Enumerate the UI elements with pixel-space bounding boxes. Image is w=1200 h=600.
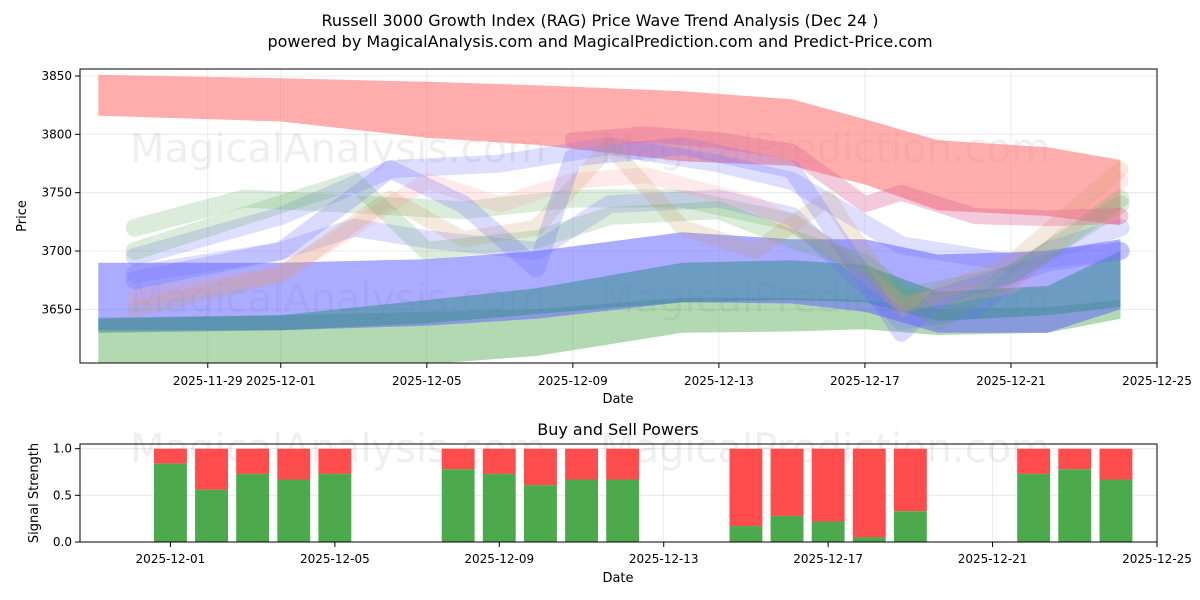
wave-line-1 <box>125 137 1130 272</box>
signal-bars <box>154 448 1133 542</box>
main-y-tick-label: 3800 <box>41 127 72 141</box>
main-x-tick-label: 2025-12-25 <box>1122 374 1192 388</box>
signal-x-tick-label: 2025-12-09 <box>464 552 534 566</box>
main-x-tick-label: 2025-12-17 <box>830 374 900 388</box>
main-x-tick-label: 2025-12-13 <box>684 374 754 388</box>
signal-x-tick-label: 2025-12-13 <box>629 552 699 566</box>
main-x-tick-label: 2025-12-09 <box>538 374 608 388</box>
buy-bar <box>565 479 598 542</box>
signal-x-tick-label: 2025-12-25 <box>1122 552 1192 566</box>
main-x-tick-label: 2025-11-29 <box>173 374 243 388</box>
signal-x-tick-label: 2025-12-05 <box>300 552 370 566</box>
buy-bar <box>1058 469 1092 542</box>
main-x-tick-label: 2025-12-05 <box>392 374 462 388</box>
main-plot-frame <box>79 68 1158 364</box>
signal-y-tick-label: 0.5 <box>53 488 72 502</box>
signal-plot-frame <box>79 443 1158 543</box>
signal-x-axis-label: Date <box>602 571 633 586</box>
sell-bar <box>811 448 845 522</box>
wave-line-5 <box>126 138 1129 318</box>
main-x-ticks: 2025-11-29 2025-12-01 2025-12-05 2025-12-09… <box>173 363 1192 388</box>
main-chart-subtitle: powered by MagicalAnalysis.com and Magic… <box>267 32 932 51</box>
signal-y-axis-label: Signal Strength <box>27 443 42 543</box>
sell-bar <box>195 448 228 490</box>
signal-y-tick-label: 1.0 <box>53 442 72 456</box>
buy-bar <box>606 479 640 542</box>
buy-bar <box>852 537 886 542</box>
signal-x-tick-label: 2025-12-21 <box>958 552 1028 566</box>
price-bands <box>98 74 1121 363</box>
sell-bar <box>729 448 763 527</box>
wave-line-2 <box>125 189 1130 307</box>
sell-bar <box>1058 448 1092 470</box>
signal-y-ticks: 0.0 0.5 1.0 <box>53 442 80 549</box>
sell-bar <box>441 448 475 470</box>
signal-x-tick-label: 2025-12-17 <box>793 552 863 566</box>
sell-bar <box>565 448 598 480</box>
sell-bar <box>606 448 640 480</box>
main-y-tick-label: 3650 <box>41 302 72 316</box>
buy-bar <box>1017 473 1051 542</box>
buy-bar <box>770 515 804 542</box>
sell-bar <box>277 448 311 480</box>
buy-bar <box>154 463 187 542</box>
wave-line-4 <box>126 167 1129 312</box>
signal-chart-title: Buy and Sell Powers <box>537 420 699 439</box>
wave-line-7 <box>125 172 1130 330</box>
price-waves <box>125 126 1130 342</box>
wave-line-6 <box>125 137 1130 342</box>
buy-bar <box>195 489 228 542</box>
buy-sell-power-chart: MagicalAnalysis.com MagicalPrediction.co… <box>27 426 1192 586</box>
sell-bar <box>770 448 804 516</box>
buy-bar <box>441 469 475 542</box>
main-x-tick-label: 2025-12-01 <box>246 374 316 388</box>
main-y-tick-label: 3850 <box>41 69 72 83</box>
main-y-axis-label: Price <box>15 200 30 232</box>
main-y-ticks: 3650 3700 3750 3800 3850 <box>41 69 80 316</box>
main-x-tick-label: 2025-12-21 <box>976 374 1046 388</box>
buy-bar <box>811 521 845 542</box>
buy-bar <box>729 526 763 542</box>
band-red-top <box>98 74 1121 226</box>
sell-bar <box>852 448 886 538</box>
sell-bar <box>236 448 270 474</box>
buy-bar <box>524 485 557 542</box>
price-wave-chart: MagicalAnalysis.com MagicalPrediction.co… <box>15 68 1192 407</box>
signal-x-ticks: 2025-12-01 2025-12-05 2025-12-09 2025-12-13… <box>136 542 1192 566</box>
buy-bar <box>893 511 927 542</box>
sell-bar <box>318 448 352 474</box>
buy-bar <box>236 473 270 542</box>
sell-bar <box>893 448 927 512</box>
main-x-axis-label: Date <box>602 392 633 407</box>
wave-line-3 <box>125 189 1130 330</box>
main-chart-title: Russell 3000 Growth Index (RAG) Price Wa… <box>321 11 878 30</box>
sell-bar <box>154 448 187 464</box>
wave-line-8 <box>564 126 1129 227</box>
buy-bar <box>1099 479 1133 542</box>
buy-bar <box>318 473 352 542</box>
buy-bar <box>277 479 311 542</box>
signal-x-tick-label: 2025-12-01 <box>136 552 206 566</box>
buy-bar <box>482 473 516 542</box>
signal-y-tick-label: 0.0 <box>53 535 72 549</box>
band-teal-mid <box>98 251 1121 333</box>
main-y-tick-label: 3700 <box>41 244 72 258</box>
sell-bar <box>1017 448 1051 474</box>
main-y-tick-label: 3750 <box>41 186 72 200</box>
sell-bar <box>482 448 516 474</box>
sell-bar <box>524 448 557 486</box>
sell-bar <box>1099 448 1133 480</box>
